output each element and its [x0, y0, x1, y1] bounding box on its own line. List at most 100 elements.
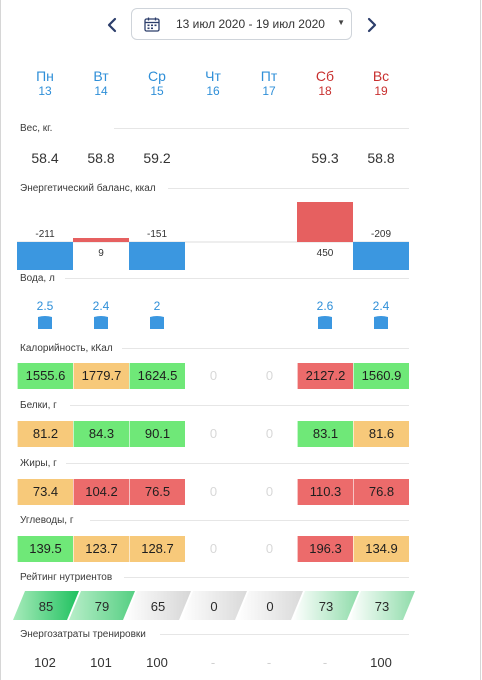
- training-value: -: [266, 655, 272, 670]
- calories-cell: 1555.6: [17, 363, 73, 389]
- rating-shape: [293, 591, 359, 620]
- day-header: Чт 16: [185, 68, 241, 98]
- week-navigation: 13 июл 2020 - 19 июл 2020 ▼: [0, 8, 482, 42]
- fat-cell: 73.4: [17, 479, 73, 505]
- calories-cell: 1779.7: [73, 363, 129, 389]
- rating-value: 73: [319, 599, 333, 614]
- carbs-cell: 134.9: [353, 536, 409, 562]
- water-value: 2: [153, 299, 161, 313]
- training-value: 100: [146, 655, 168, 670]
- water-item: 2.6: [297, 300, 353, 329]
- date-range-text: 13 июл 2020 - 19 июл 2020: [176, 17, 325, 31]
- carbs-cell: 0: [185, 536, 241, 562]
- divider: [114, 128, 409, 129]
- rating-value: 0: [210, 599, 217, 614]
- energy-label: 9: [98, 248, 104, 259]
- calories-cell: 2127.2: [297, 363, 353, 389]
- day-header: Вт 14: [73, 68, 129, 98]
- energy-label: -151: [147, 229, 167, 240]
- water-glass-icon: [373, 315, 389, 329]
- water-value: 2.5: [36, 299, 54, 313]
- protein-cell: 81.2: [17, 421, 73, 447]
- training-value: -: [210, 655, 216, 670]
- rating-section-title: Рейтинг нутриентов: [20, 572, 113, 583]
- divider: [70, 405, 409, 406]
- calories-section-title: Калорийность, кКал: [20, 343, 113, 354]
- chevron-left-icon: [107, 17, 117, 33]
- fat-cell: 110.3: [297, 479, 353, 505]
- rating-shape: [69, 591, 135, 620]
- calendar-icon: [144, 17, 160, 32]
- training-value: 102: [34, 655, 56, 670]
- fat-section-title: Жиры, г: [20, 458, 57, 469]
- energy-bar: [17, 242, 73, 270]
- energy-bar: [353, 242, 409, 270]
- protein-cell: 83.1: [297, 421, 353, 447]
- day-date: 13: [38, 84, 52, 98]
- rating-shape: [349, 591, 415, 620]
- day-date: 17: [262, 84, 276, 98]
- protein-section-title: Белки, г: [20, 400, 57, 411]
- day-date: 19: [374, 84, 388, 98]
- divider: [168, 188, 409, 189]
- energy-label: 450: [317, 248, 334, 259]
- energy-section-title: Энергетический баланс, ккал: [20, 183, 156, 194]
- day-date: 16: [206, 84, 220, 98]
- day-header: Сб 18: [297, 68, 353, 98]
- carbs-cell: 139.5: [17, 536, 73, 562]
- training-section-title: Энергозатраты тренировки: [20, 629, 146, 640]
- protein-cell: 90.1: [129, 421, 185, 447]
- water-glass-icon: [317, 315, 333, 329]
- energy-label: -211: [35, 229, 55, 240]
- protein-cell: 0: [241, 421, 297, 447]
- training-value: 100: [370, 655, 392, 670]
- water-item: 2.4: [73, 300, 129, 329]
- rating-value: 85: [39, 599, 53, 614]
- left-frame-line: [0, 0, 1, 680]
- training-value: -: [322, 655, 328, 670]
- energy-label: -209: [371, 229, 391, 240]
- right-frame-line: [480, 0, 481, 680]
- rating-value: 73: [375, 599, 389, 614]
- divider: [122, 348, 409, 349]
- nutrient-rating-row: 85 79 65 0 0 73 73: [13, 591, 415, 620]
- water-section-title: Вода, л: [20, 273, 55, 284]
- calories-cell: 1560.9: [353, 363, 409, 389]
- divider: [124, 577, 409, 578]
- fat-cell: 104.2: [73, 479, 129, 505]
- day-name: Пн: [36, 68, 54, 84]
- day-date: 18: [318, 84, 332, 98]
- water-value: 2.4: [372, 299, 390, 313]
- rating-shape: [125, 591, 191, 620]
- training-value: 101: [90, 655, 112, 670]
- calories-cell: 0: [241, 363, 297, 389]
- water-glass-icon: [93, 315, 109, 329]
- water-item: 2.5: [17, 300, 73, 329]
- day-name: Чт: [205, 68, 221, 84]
- rating-shape: [181, 591, 247, 620]
- prev-week-button[interactable]: [105, 16, 121, 34]
- carbs-cell: 123.7: [73, 536, 129, 562]
- water-item: 2: [129, 300, 185, 329]
- weight-value: 59.2: [143, 150, 171, 166]
- calories-cell: 0: [185, 363, 241, 389]
- water-glass-icon: [37, 315, 53, 329]
- weight-value: 58.8: [367, 150, 395, 166]
- divider: [160, 634, 409, 635]
- rating-shape: [237, 591, 303, 620]
- rating-shape: [13, 591, 79, 620]
- day-name: Сб: [315, 68, 335, 84]
- fat-cell: 0: [185, 479, 241, 505]
- protein-cell: 81.6: [353, 421, 409, 447]
- next-week-button[interactable]: [363, 16, 379, 34]
- water-glass-icon: [149, 315, 165, 329]
- carbs-cell: 0: [241, 536, 297, 562]
- water-value: 2.4: [92, 299, 110, 313]
- week-date-select[interactable]: 13 июл 2020 - 19 июл 2020 ▼: [131, 8, 352, 40]
- caret-down-icon: ▼: [337, 18, 345, 27]
- water-value: 2.6: [316, 299, 334, 313]
- day-headers: Пн 13 Вт 14 Ср 15 Чт 16 Пт 17 Сб 18 Вс 19: [17, 68, 409, 102]
- fat-cell: 76.5: [129, 479, 185, 505]
- day-name: Вт: [93, 68, 109, 84]
- fat-cell: 0: [241, 479, 297, 505]
